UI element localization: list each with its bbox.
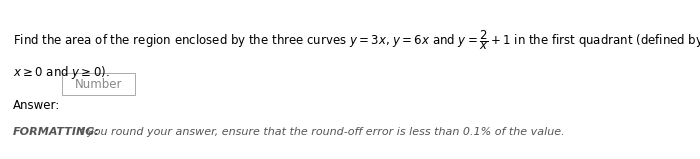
Text: If you round your answer, ensure that the round-off error is less than 0.1% of t: If you round your answer, ensure that th…: [73, 127, 564, 137]
Text: $x \geq 0$ and $y \geq 0$).: $x \geq 0$ and $y \geq 0$).: [13, 64, 109, 81]
Text: Number: Number: [75, 78, 122, 91]
Text: FORMATTING:: FORMATTING:: [13, 127, 99, 137]
Text: Answer:: Answer:: [13, 99, 60, 112]
Text: Find the area of the region enclosed by the three curves $y = 3x$, $y = 6x$ and : Find the area of the region enclosed by …: [13, 29, 700, 52]
